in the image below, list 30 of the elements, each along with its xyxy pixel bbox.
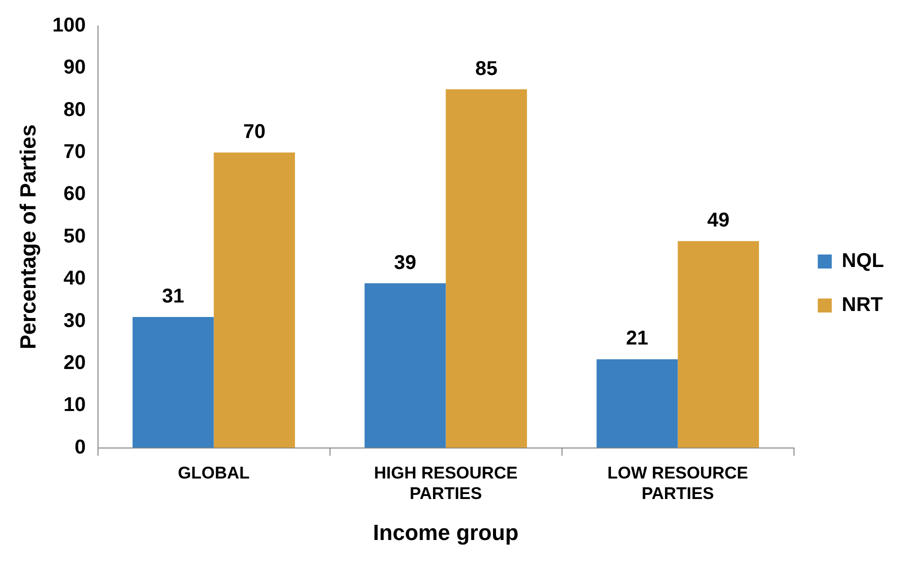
x-tick-label: GLOBAL <box>178 464 250 483</box>
data-label: 21 <box>626 328 648 350</box>
y-tick-label: 20 <box>64 352 86 374</box>
y-tick-label: 100 <box>52 14 86 37</box>
legend-label: NRT <box>842 294 883 316</box>
bar <box>678 241 759 448</box>
y-tick-label: 80 <box>64 98 86 121</box>
x-axis-title: Income group <box>373 520 519 545</box>
x-tick-label: HIGH RESOURCE PARTIES <box>374 464 518 504</box>
bar <box>364 283 446 448</box>
data-label: 39 <box>394 252 416 274</box>
data-label: 85 <box>475 58 498 80</box>
y-tick-label: 90 <box>64 56 86 79</box>
data-label: 31 <box>162 286 184 308</box>
x-tick-label: LOW RESOURCE PARTIES <box>607 464 748 504</box>
bar <box>596 359 678 448</box>
y-tick-label: 0 <box>74 436 86 458</box>
bar <box>132 317 214 448</box>
y-tick-label: 30 <box>64 310 86 332</box>
y-tick-label: 40 <box>64 268 86 290</box>
data-label: 70 <box>243 121 266 144</box>
legend-label: NQL <box>842 250 884 272</box>
bar <box>214 152 295 448</box>
data-label: 49 <box>707 210 730 232</box>
y-tick-label: 70 <box>64 141 86 164</box>
y-tick-label: 60 <box>64 183 86 206</box>
y-axis-title: Percentage of Parties <box>15 124 40 350</box>
y-tick-label: 50 <box>64 225 86 248</box>
y-tick-label: 10 <box>64 394 86 416</box>
bar <box>446 89 527 448</box>
